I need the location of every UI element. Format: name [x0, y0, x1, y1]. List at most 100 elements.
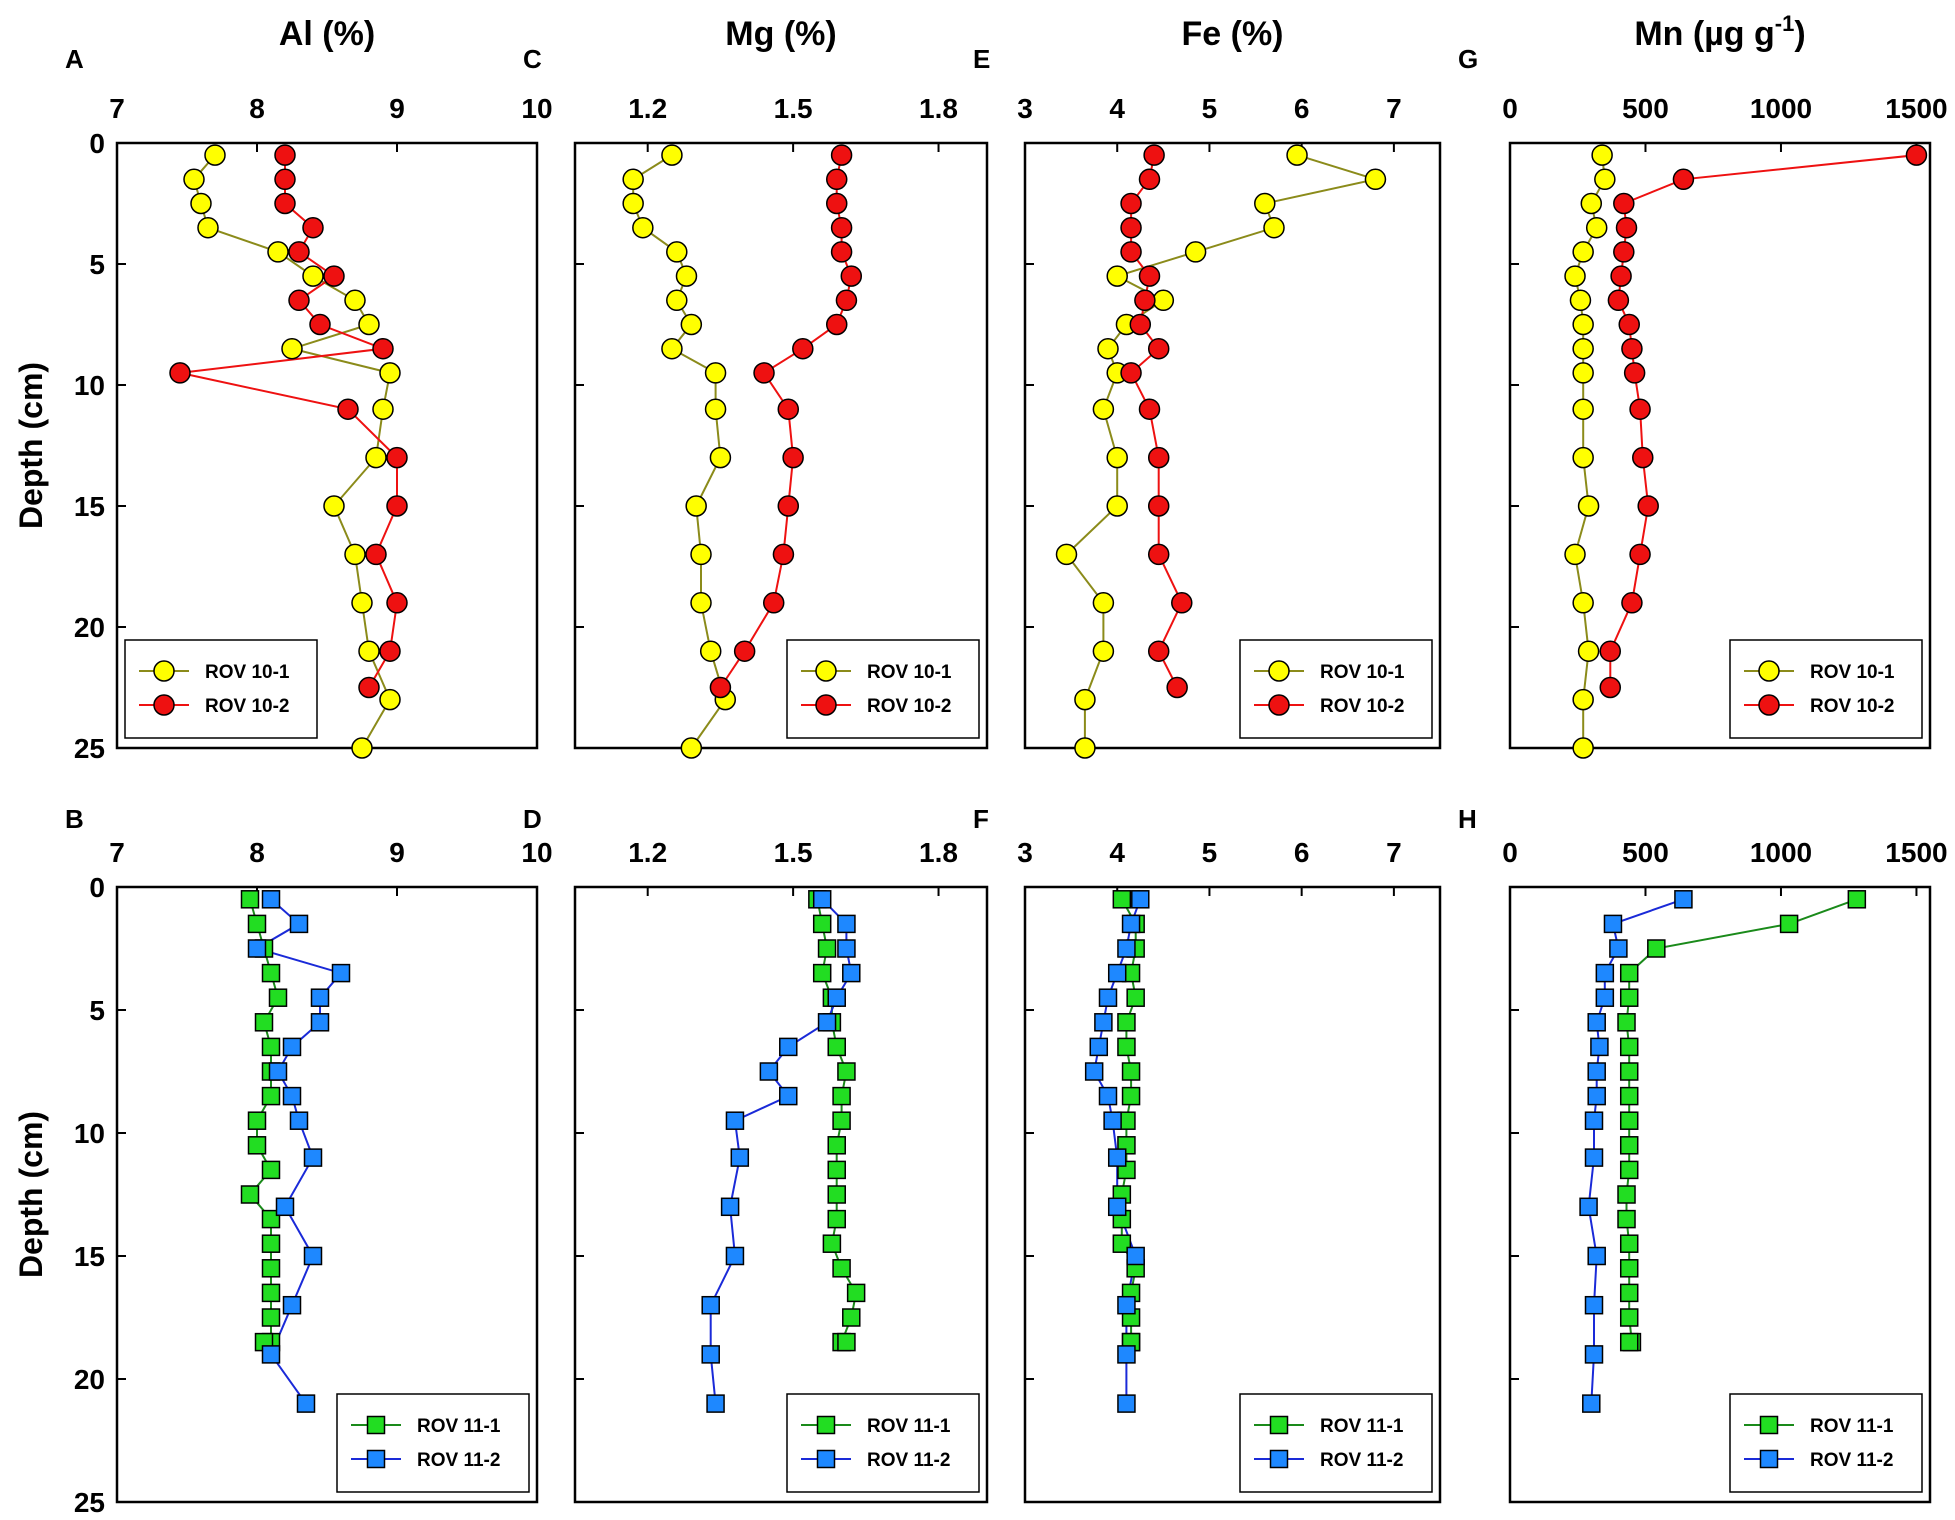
data-point — [1138, 168, 1161, 191]
data-point — [1564, 265, 1586, 287]
legend-marker — [816, 1449, 836, 1469]
data-point — [1117, 1295, 1136, 1315]
data-point — [1572, 737, 1594, 759]
legend: ROV 10-1 ROV 10-2 — [1729, 639, 1923, 739]
legend-label: ROV 11-2 — [417, 1450, 500, 1471]
x-tick-label: 1.2 — [628, 93, 667, 124]
data-point — [379, 640, 401, 662]
panel-a: 7 8 9 10 0 5 10 15 20 25 Depth (cm) A Al (%) ROV 10-1… — [13, 15, 553, 764]
legend-box — [336, 1393, 530, 1493]
legend-label: ROV 10-2 — [1320, 696, 1404, 717]
legend-label: ROV 10-2 — [867, 696, 951, 717]
data-point — [274, 144, 296, 166]
data-point — [720, 1197, 740, 1217]
x-tick-label: 7 — [1386, 93, 1402, 124]
data-point — [1074, 688, 1096, 711]
data-point — [1120, 241, 1142, 263]
panel-letter: D — [523, 804, 542, 834]
legend-box — [1729, 639, 1923, 739]
data-point — [169, 362, 191, 384]
legend-label: ROV 10-1 — [1810, 662, 1895, 683]
data-point — [261, 1259, 281, 1278]
data-point — [296, 1394, 316, 1413]
data-point — [261, 1234, 281, 1253]
data-point — [837, 939, 856, 958]
data-point — [1107, 1148, 1127, 1167]
data-point — [1572, 592, 1594, 614]
y-tick-label: 5 — [89, 995, 105, 1026]
data-point — [379, 362, 401, 384]
data-point — [685, 495, 707, 517]
data-point — [704, 362, 727, 384]
data-point — [1117, 939, 1136, 958]
chart-title: Al (%) — [279, 15, 375, 53]
data-point — [622, 192, 644, 215]
data-point — [832, 1111, 851, 1130]
data-point — [261, 890, 281, 909]
data-point — [1613, 192, 1635, 215]
data-point — [337, 398, 359, 420]
data-point — [261, 1209, 281, 1229]
data-point — [310, 988, 330, 1007]
data-point — [1619, 1332, 1639, 1352]
plot-frame — [1023, 885, 1442, 1504]
data-point — [832, 1086, 851, 1106]
data-point — [1098, 988, 1118, 1007]
legend-label: ROV 11-1 — [1320, 1416, 1404, 1437]
data-point — [1580, 192, 1603, 215]
panel-d: 1.2 1.5 1.8 D ROV 11-1 ROV 11-2 — [523, 804, 989, 1504]
data-point — [1263, 216, 1285, 239]
legend-marker — [366, 1415, 386, 1435]
x-tick-label: 1.8 — [919, 837, 958, 868]
legend-marker — [1758, 660, 1780, 682]
data-point — [1619, 963, 1639, 983]
x-tick-label: 10 — [521, 837, 552, 868]
data-point — [830, 144, 853, 166]
data-point — [190, 192, 212, 215]
data-point — [1621, 337, 1643, 360]
panel-e: 3 4 5 6 7 E Fe (%) ROV 10-1 ROV 10-2 — [973, 15, 1442, 759]
data-point — [288, 289, 310, 312]
plot-frame — [1508, 885, 1932, 1504]
data-point — [632, 216, 654, 239]
data-point — [358, 313, 380, 336]
data-point — [261, 1160, 281, 1180]
legend: ROV 10-1 ROV 10-2 — [1239, 639, 1433, 739]
legend: ROV 11-1 ROV 11-2 — [1729, 1393, 1923, 1493]
series-line — [1625, 898, 1858, 1344]
y-tick-label: 10 — [74, 1118, 105, 1149]
data-point — [1106, 495, 1128, 517]
panel-letter: G — [1458, 44, 1478, 74]
data-point — [1619, 1160, 1639, 1180]
x-tick-label: 7 — [109, 837, 125, 868]
x-tick-label: 3 — [1017, 837, 1033, 868]
legend-marker — [1269, 1449, 1289, 1469]
data-point — [1619, 1283, 1639, 1303]
data-point — [733, 640, 756, 662]
legend-label: ROV 10-1 — [1320, 662, 1405, 683]
data-point — [1609, 939, 1628, 958]
data-point — [1584, 1295, 1604, 1315]
data-point — [622, 168, 644, 191]
data-point — [840, 265, 863, 287]
x-tick-label: 1000 — [1750, 837, 1812, 868]
data-point — [825, 192, 848, 215]
data-point — [1129, 313, 1152, 336]
data-point — [1847, 890, 1867, 909]
data-point — [1779, 914, 1799, 934]
data-point — [1117, 1013, 1136, 1032]
data-point — [846, 1283, 866, 1303]
data-point — [1564, 543, 1586, 566]
legend-marker — [1268, 660, 1290, 682]
data-point — [358, 640, 380, 662]
y-tick-label: 15 — [74, 491, 105, 522]
plot-frame — [115, 141, 539, 750]
data-point — [1055, 543, 1078, 566]
series-line — [254, 898, 343, 1405]
data-point — [274, 168, 296, 191]
data-point — [1619, 1234, 1639, 1253]
x-tick-label: 6 — [1294, 93, 1310, 124]
data-point — [817, 1013, 837, 1032]
data-point — [1121, 1086, 1141, 1106]
data-point — [842, 963, 861, 983]
